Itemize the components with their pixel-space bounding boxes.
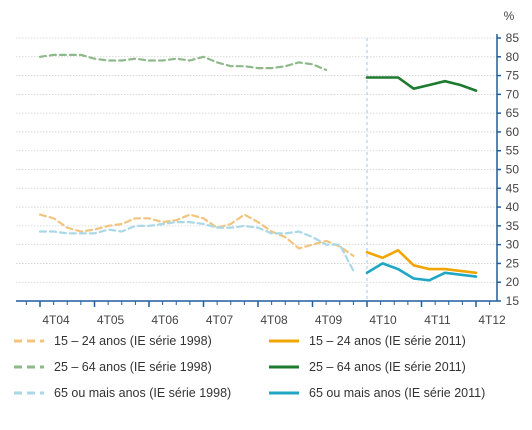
legend-swatch xyxy=(14,339,44,343)
y-tick-label: 15 xyxy=(506,294,520,308)
legend-swatch xyxy=(14,365,44,369)
legend-swatch xyxy=(14,391,44,395)
x-axis: 4T04 4T05 4T06 4T07 4T08 4T09 4T10 4T11 4T12 xyxy=(16,300,506,327)
legend-item-65-1998: 65 ou mais anos (IE série 1998) xyxy=(14,386,269,400)
legend: 15 – 24 anos (IE série 1998) 15 – 24 ano… xyxy=(14,328,524,406)
y-tick-label: 40 xyxy=(506,200,520,214)
legend-label: 65 ou mais anos (IE série 1998) xyxy=(54,386,232,400)
y-unit-label: % xyxy=(504,9,515,23)
legend-label: 25 – 64 anos (IE série 2011) xyxy=(309,360,466,374)
x-tick-label: 4T04 xyxy=(42,313,70,327)
legend-row: 65 ou mais anos (IE série 1998) 65 ou ma… xyxy=(14,380,524,406)
x-tick-label: 4T10 xyxy=(369,313,397,327)
x-tick-label: 4T08 xyxy=(260,313,288,327)
legend-swatch xyxy=(269,391,299,395)
y-tick-label: 75 xyxy=(506,69,520,83)
y-tick-label: 45 xyxy=(506,181,520,195)
y-tick-label: 80 xyxy=(506,50,520,64)
gridlines xyxy=(16,37,497,301)
x-tick-label: 4T06 xyxy=(151,313,179,327)
series-line-15-24-2011 xyxy=(365,249,478,275)
legend-row: 15 – 24 anos (IE série 1998) 15 – 24 ano… xyxy=(14,328,524,354)
y-tick-label: 30 xyxy=(506,238,520,252)
y-tick-label: 55 xyxy=(506,144,520,158)
x-tick-label: 4T09 xyxy=(315,313,343,327)
series-line-25-64-2011 xyxy=(365,76,478,92)
y-tick-label: 20 xyxy=(506,275,520,289)
x-tick-label: 4T11 xyxy=(424,313,451,327)
series-line-25-64-1998 xyxy=(38,53,328,72)
series-line-65-1998 xyxy=(38,221,355,272)
legend-label: 65 ou mais anos (IE série 2011) xyxy=(309,386,486,400)
series-lines xyxy=(38,53,478,282)
legend-item-65-2011: 65 ou mais anos (IE série 2011) xyxy=(269,386,524,400)
series-line-65-2011 xyxy=(365,262,478,282)
x-tick-label: 4T05 xyxy=(97,313,125,327)
series-line-15-24-1998 xyxy=(38,213,355,257)
y-tick-label: 35 xyxy=(506,219,520,233)
legend-item-15-24-2011: 15 – 24 anos (IE série 2011) xyxy=(269,334,524,348)
y-tick-label: 60 xyxy=(506,125,520,139)
y-tick-label: 70 xyxy=(506,87,520,101)
legend-label: 15 – 24 anos (IE série 1998) xyxy=(54,334,212,348)
y-tick-label: 50 xyxy=(506,163,520,177)
legend-item-25-64-2011: 25 – 64 anos (IE série 2011) xyxy=(269,360,524,374)
legend-swatch xyxy=(269,339,299,343)
legend-item-25-64-1998: 25 – 64 anos (IE série 1998) xyxy=(14,360,269,374)
y-tick-label: 25 xyxy=(506,256,520,270)
legend-item-15-24-1998: 15 – 24 anos (IE série 1998) xyxy=(14,334,269,348)
x-tick-label: 4T07 xyxy=(206,313,234,327)
legend-swatch xyxy=(269,365,299,369)
legend-label: 15 – 24 anos (IE série 2011) xyxy=(309,334,466,348)
y-tick-label: 65 xyxy=(506,106,520,120)
legend-row: 25 – 64 anos (IE série 1998) 25 – 64 ano… xyxy=(14,354,524,380)
y-axis: 15 20 25 30 35 40 45 50 55 60 65 70 75 80 85 xyxy=(496,31,520,308)
x-tick-label: 4T12 xyxy=(478,313,506,327)
legend-label: 25 – 64 anos (IE série 1998) xyxy=(54,360,212,374)
y-tick-label: 85 xyxy=(506,31,520,45)
